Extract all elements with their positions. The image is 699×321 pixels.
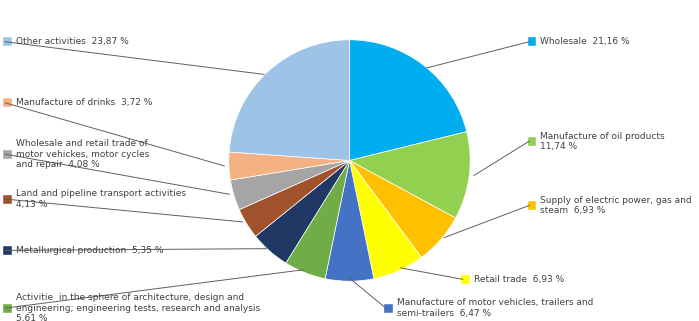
Text: Supply of electric power, gas and
steam  6,93 %: Supply of electric power, gas and steam … (540, 196, 692, 215)
Wedge shape (286, 160, 350, 279)
Wedge shape (350, 40, 467, 160)
Text: Wholesale  21,16 %: Wholesale 21,16 % (540, 37, 630, 46)
Wedge shape (231, 160, 350, 210)
Text: Manufacture of oil products
11,74 %: Manufacture of oil products 11,74 % (540, 132, 665, 151)
Wedge shape (325, 160, 374, 281)
Wedge shape (256, 160, 350, 263)
Text: Land and pipeline transport activities
4,13 %: Land and pipeline transport activities 4… (16, 189, 186, 209)
Wedge shape (229, 152, 350, 180)
Wedge shape (350, 160, 421, 279)
Text: Retail trade  6,93 %: Retail trade 6,93 % (474, 275, 564, 284)
Wedge shape (229, 40, 350, 160)
Text: Other activities  23,87 %: Other activities 23,87 % (16, 37, 129, 46)
Text: Wholesale and retail trade of
motor vehickes, motor cycles
and repair  4,08 %: Wholesale and retail trade of motor vehi… (16, 139, 150, 169)
Text: Activitie  in the sphere of architecture, design and
engineering; engineering te: Activitie in the sphere of architecture,… (16, 293, 260, 321)
Text: Manufacture of motor vehicles, trailers and
semi-trailers  6,47 %: Manufacture of motor vehicles, trailers … (397, 299, 593, 318)
Text: Manufacture of drinks  3,72 %: Manufacture of drinks 3,72 % (16, 98, 152, 107)
Wedge shape (350, 160, 456, 257)
Wedge shape (350, 132, 470, 218)
Wedge shape (239, 160, 350, 236)
Text: Metallurgical production  5,35 %: Metallurgical production 5,35 % (16, 246, 164, 255)
